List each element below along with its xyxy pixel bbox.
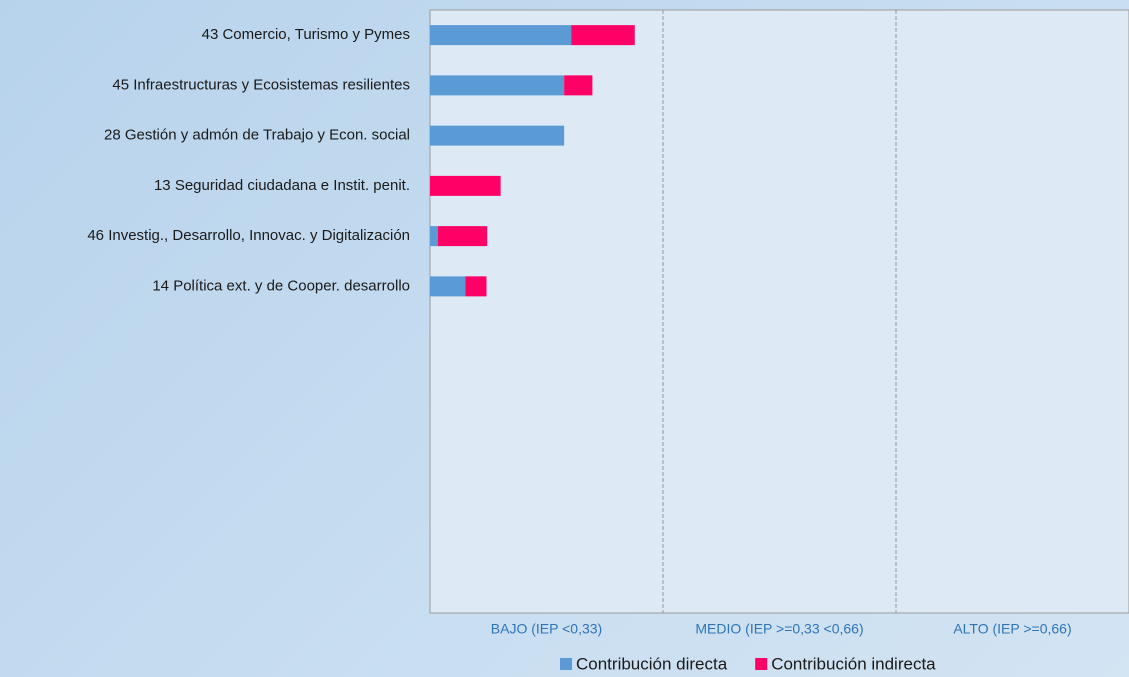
y-tick-label: 45 Infraestructuras y Ecosistemas resili… xyxy=(112,76,410,93)
legend-swatch xyxy=(560,658,572,670)
zone-label: MEDIO (IEP >=0,33 <0,66) xyxy=(695,621,863,637)
bar-segment xyxy=(430,175,501,196)
y-tick-label: 43 Comercio, Turismo y Pymes xyxy=(202,26,410,43)
legend-label: Contribución indirecta xyxy=(771,654,936,673)
zone-label: BAJO (IEP <0,33) xyxy=(491,621,602,637)
bar-segment xyxy=(571,25,635,46)
bar-segment xyxy=(564,75,593,96)
legend-label: Contribución directa xyxy=(576,654,728,673)
bar-segment xyxy=(430,226,438,247)
bar-segment xyxy=(430,276,466,297)
y-tick-label: 13 Seguridad ciudadana e Instit. penit. xyxy=(154,177,410,194)
legend-swatch xyxy=(755,658,768,670)
bar-segment xyxy=(430,25,572,46)
y-tick-label: 28 Gestión y admón de Trabajo y Econ. so… xyxy=(104,127,410,144)
plot-area xyxy=(429,9,1129,614)
zone-label: ALTO (IEP >=0,66) xyxy=(953,621,1071,637)
bar-segment xyxy=(430,125,565,146)
y-tick-label: 46 Investig., Desarrollo, Innovac. y Dig… xyxy=(87,227,410,244)
bar-segment xyxy=(437,226,488,247)
bar-segment xyxy=(465,276,487,297)
y-tick-label: 14 Política ext. y de Cooper. desarrollo xyxy=(152,277,410,294)
bar-segment xyxy=(430,75,565,96)
